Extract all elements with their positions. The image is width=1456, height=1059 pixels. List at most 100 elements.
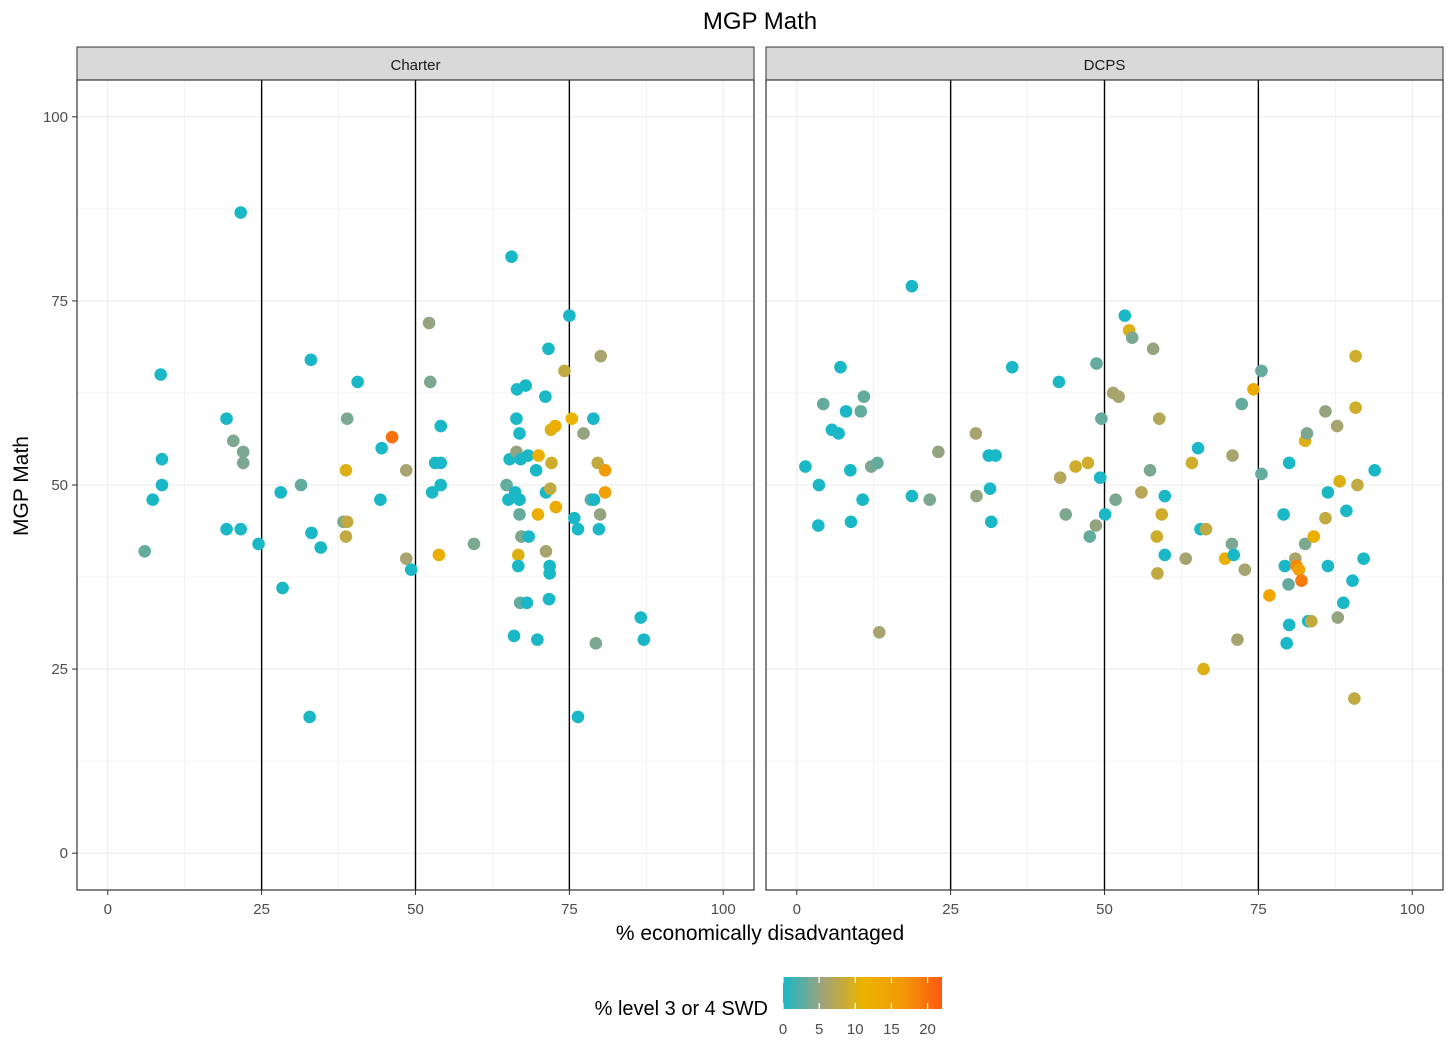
data-point	[1235, 397, 1249, 411]
data-point	[1158, 489, 1172, 503]
x-tick-label: 75	[1250, 901, 1267, 918]
data-point	[1109, 493, 1122, 507]
legend-tick-label: 5	[815, 1021, 823, 1038]
data-point	[529, 463, 543, 477]
data-point	[422, 316, 436, 330]
data-point	[236, 445, 250, 459]
data-point	[520, 596, 534, 610]
data-point	[543, 482, 557, 495]
data-point	[598, 463, 612, 477]
data-point	[138, 544, 151, 558]
data-point	[513, 493, 526, 507]
data-point	[425, 486, 439, 499]
data-point	[304, 353, 318, 367]
data-point	[155, 452, 169, 466]
legend-title: % level 3 or 4 SWD	[595, 998, 768, 1020]
legend-ticks: 0 5 10 15 20	[779, 977, 936, 1038]
facet-panel-charter: Charter 0 25 50 75 100 0 25 50 75 100	[43, 46, 755, 918]
data-point	[434, 456, 448, 470]
x-axis-title: % economically disadvantaged	[616, 922, 904, 945]
y-tick-label: 50	[51, 477, 68, 494]
facet-strip	[765, 46, 1444, 81]
data-point	[155, 478, 169, 492]
data-point	[1005, 360, 1019, 374]
data-point	[989, 449, 1002, 462]
x-tick-label: 0	[793, 901, 801, 918]
data-point	[1053, 471, 1067, 484]
data-point	[1321, 559, 1335, 573]
data-point	[571, 710, 585, 724]
data-point	[1150, 530, 1164, 543]
data-point	[1351, 478, 1364, 492]
data-point	[500, 478, 513, 492]
data-point	[969, 427, 983, 440]
data-point	[834, 360, 847, 374]
data-point	[532, 449, 545, 462]
data-point	[511, 559, 525, 573]
data-point	[434, 478, 448, 492]
data-point	[1090, 357, 1103, 370]
data-point	[832, 427, 845, 440]
data-point	[1282, 578, 1295, 591]
data-point	[227, 434, 240, 448]
data-point	[856, 493, 869, 507]
data-point	[549, 500, 563, 514]
data-point	[274, 486, 288, 499]
x-tick-label: 25	[253, 901, 270, 918]
data-point	[1255, 467, 1268, 481]
data-point	[513, 427, 526, 440]
data-point	[593, 508, 607, 521]
data-point	[542, 592, 556, 606]
data-point	[1093, 471, 1107, 484]
data-point	[1348, 692, 1361, 705]
y-tick-label: 100	[43, 109, 68, 126]
data-point	[434, 419, 448, 433]
y-axis-title: MGP Math	[10, 436, 33, 536]
data-point	[799, 460, 812, 473]
data-point	[1336, 596, 1350, 610]
data-point	[970, 489, 983, 503]
data-point	[154, 368, 168, 381]
data-point	[539, 544, 553, 558]
data-point	[146, 493, 160, 507]
x-tick-label: 25	[942, 901, 959, 918]
facet-strip	[76, 46, 755, 81]
data-point	[339, 463, 353, 477]
data-point	[1226, 449, 1239, 462]
scatter-points	[799, 279, 1381, 705]
data-point	[816, 397, 830, 411]
data-point	[592, 522, 606, 536]
data-point	[1112, 390, 1125, 403]
data-point	[1155, 508, 1169, 521]
data-point	[812, 478, 826, 492]
data-point	[984, 515, 998, 529]
data-point	[872, 625, 886, 639]
data-point	[404, 563, 418, 576]
data-point	[1307, 530, 1321, 543]
data-point	[1089, 519, 1103, 532]
data-point	[1298, 537, 1312, 551]
data-point	[1191, 441, 1205, 455]
data-point	[923, 493, 937, 507]
data-point	[587, 412, 600, 426]
data-point	[539, 390, 552, 403]
y-tick-label: 75	[51, 293, 68, 310]
data-point	[905, 279, 919, 293]
facet-panel-dcps: DCPS 0 25 50 75 100	[765, 46, 1444, 918]
data-point	[513, 508, 526, 521]
data-point	[1255, 364, 1268, 378]
data-point	[983, 482, 997, 495]
data-point	[1158, 548, 1172, 562]
legend-tick-label: 20	[919, 1021, 936, 1038]
data-point	[522, 530, 536, 543]
data-point	[589, 637, 603, 650]
data-point	[844, 463, 857, 477]
data-point	[854, 405, 868, 418]
data-point	[1185, 456, 1199, 470]
data-point	[1059, 508, 1073, 521]
data-point	[234, 522, 248, 536]
data-point	[558, 364, 571, 378]
scatter-points	[138, 206, 651, 724]
data-point	[1247, 382, 1260, 396]
